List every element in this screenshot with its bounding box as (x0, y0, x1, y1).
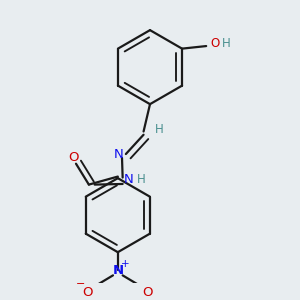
Text: N: N (114, 148, 124, 161)
Text: O: O (68, 152, 79, 164)
Text: H: H (222, 37, 230, 50)
Text: O: O (82, 286, 93, 299)
Text: +: + (121, 260, 129, 269)
Text: H: H (136, 173, 145, 186)
Text: −: − (76, 279, 86, 289)
Text: N: N (112, 264, 123, 277)
Text: O: O (142, 286, 153, 299)
Text: H: H (155, 123, 164, 136)
Text: N: N (124, 173, 134, 186)
Text: O: O (210, 37, 219, 50)
